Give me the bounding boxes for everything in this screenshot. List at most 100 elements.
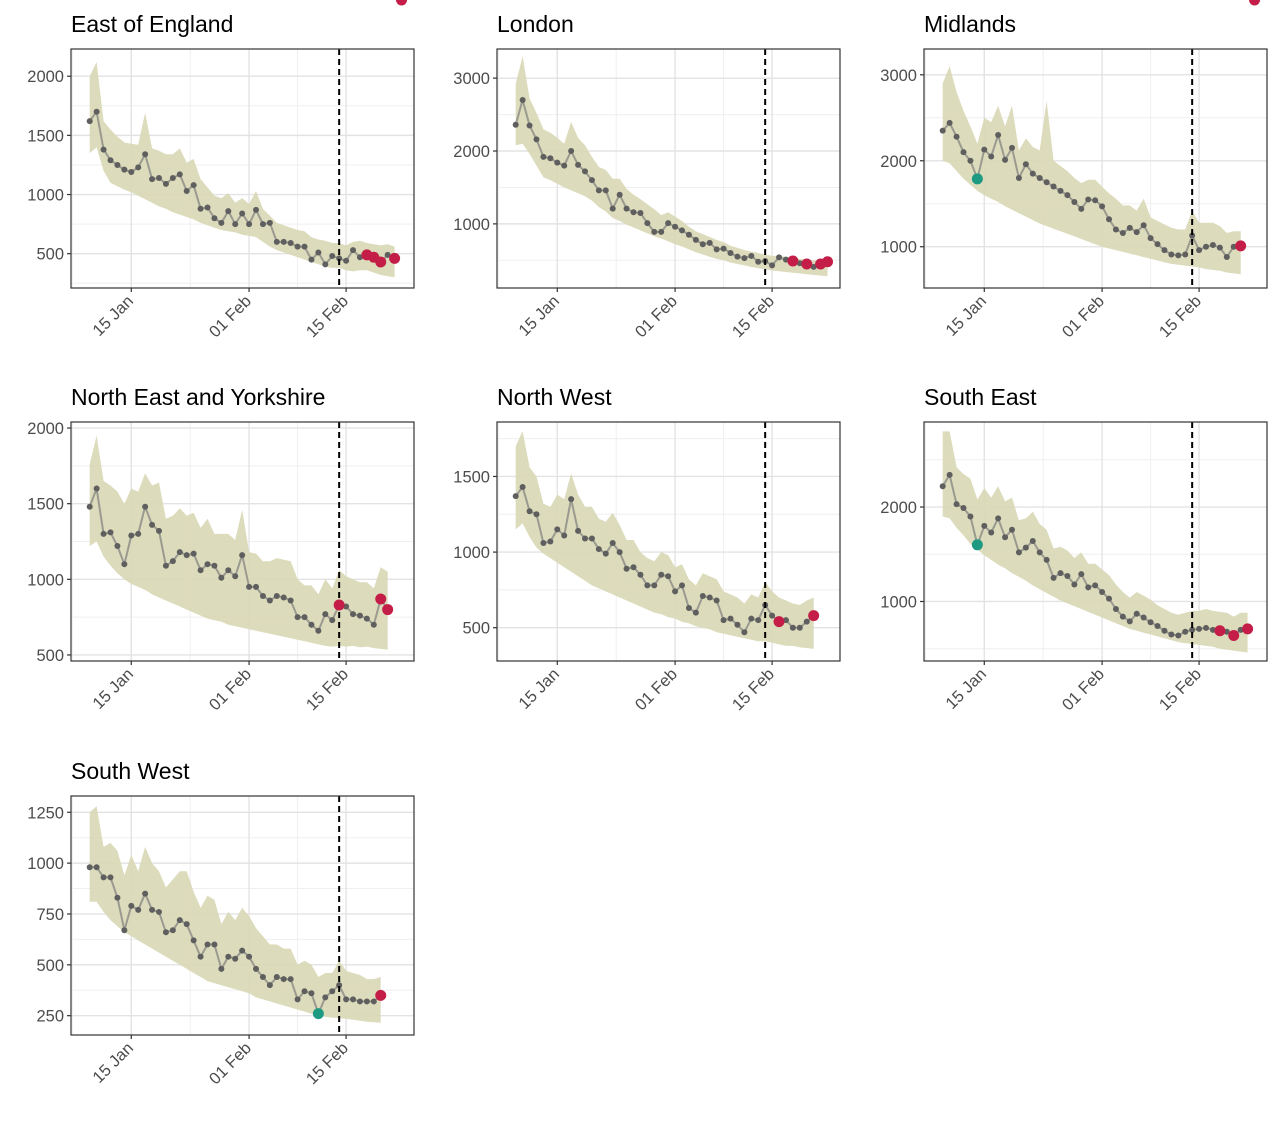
data-point	[1002, 156, 1009, 163]
data-point	[547, 155, 554, 162]
data-point	[363, 615, 370, 622]
data-point	[588, 535, 595, 542]
panel-5: South East 1000 2000 15 Jan 01 Feb 15 Feb	[880, 0, 1268, 714]
data-point	[953, 133, 960, 140]
data-point	[685, 231, 692, 238]
data-point	[540, 540, 547, 547]
data-point	[294, 996, 301, 1003]
data-point	[519, 484, 526, 491]
data-point	[329, 988, 336, 995]
data-point	[128, 532, 135, 539]
data-point	[183, 921, 190, 928]
data-point	[135, 530, 142, 537]
panel-1: London 1000 2000 3000 15 Jan 01 Feb 15 Feb	[453, 11, 841, 341]
x-tick-label: 15 Jan	[89, 665, 137, 713]
data-point	[273, 592, 280, 599]
data-point	[232, 955, 239, 962]
data-point	[685, 605, 692, 612]
data-point	[218, 965, 225, 972]
x-tick-label: 01 Feb	[206, 665, 255, 714]
data-point	[706, 594, 713, 601]
data-point	[204, 561, 211, 568]
low-point	[971, 539, 983, 551]
data-point	[1112, 226, 1119, 233]
data-point	[246, 221, 253, 228]
data-point	[128, 902, 135, 909]
data-point	[301, 614, 308, 621]
data-point	[1140, 614, 1147, 621]
data-point	[630, 209, 637, 216]
x-tick-label: 15 Feb	[303, 292, 352, 341]
x-tick-label: 15 Jan	[89, 1039, 137, 1087]
data-point	[755, 258, 762, 265]
data-point	[651, 582, 658, 589]
data-point	[616, 191, 623, 198]
data-point	[1009, 526, 1016, 533]
data-point	[1203, 243, 1210, 250]
data-point	[1161, 247, 1168, 254]
data-point	[343, 996, 350, 1003]
data-point	[1119, 613, 1126, 620]
data-point	[142, 890, 149, 897]
data-point	[734, 621, 741, 628]
data-point	[810, 263, 817, 270]
exceedance-point	[375, 256, 387, 268]
data-point	[741, 255, 748, 262]
data-point	[713, 597, 720, 604]
data-point	[107, 157, 114, 164]
data-point	[287, 597, 294, 604]
data-point	[1189, 232, 1196, 239]
data-point	[960, 504, 967, 511]
data-point	[169, 558, 176, 565]
data-point	[350, 247, 357, 254]
data-point	[988, 153, 995, 160]
data-point	[727, 615, 734, 622]
data-point	[225, 208, 232, 215]
data-point	[679, 582, 686, 589]
data-point	[1182, 628, 1189, 635]
data-point	[225, 953, 232, 960]
series-line	[514, 96, 828, 268]
data-point	[280, 976, 287, 983]
data-point	[259, 974, 266, 981]
data-point	[672, 223, 679, 230]
x-tick-label: 15 Jan	[515, 665, 563, 713]
data-point	[1106, 216, 1113, 223]
data-point	[294, 243, 301, 250]
panel-frame	[496, 421, 841, 662]
data-point	[218, 219, 225, 226]
data-point	[776, 254, 783, 261]
data-point	[939, 483, 946, 490]
data-point	[218, 574, 225, 581]
panel-title: South East	[924, 384, 1037, 410]
data-point	[1015, 174, 1022, 181]
exceedance-point	[333, 599, 345, 611]
data-point	[1078, 571, 1085, 578]
exceedance-point	[787, 255, 799, 267]
data-point	[197, 205, 204, 212]
data-point	[769, 262, 776, 269]
data-point	[308, 256, 315, 263]
data-point	[107, 874, 114, 881]
panel-title: North West	[497, 384, 612, 410]
data-point	[370, 998, 377, 1005]
y-tick-label: 1000	[27, 855, 64, 873]
data-point	[197, 567, 204, 574]
data-point	[322, 611, 329, 618]
data-point	[644, 582, 651, 589]
data-point	[575, 527, 582, 534]
data-point	[86, 118, 93, 125]
data-point	[1092, 582, 1099, 589]
data-point	[946, 471, 953, 478]
data-point	[554, 159, 561, 166]
data-point	[1106, 595, 1113, 602]
x-tick-label: 15 Jan	[942, 665, 990, 713]
data-point	[1050, 183, 1057, 190]
data-point	[602, 187, 609, 194]
data-point	[1196, 247, 1203, 254]
data-point	[1196, 625, 1203, 632]
data-point	[748, 252, 755, 259]
data-point	[988, 529, 995, 536]
data-point	[1085, 196, 1092, 203]
data-point	[93, 108, 100, 115]
